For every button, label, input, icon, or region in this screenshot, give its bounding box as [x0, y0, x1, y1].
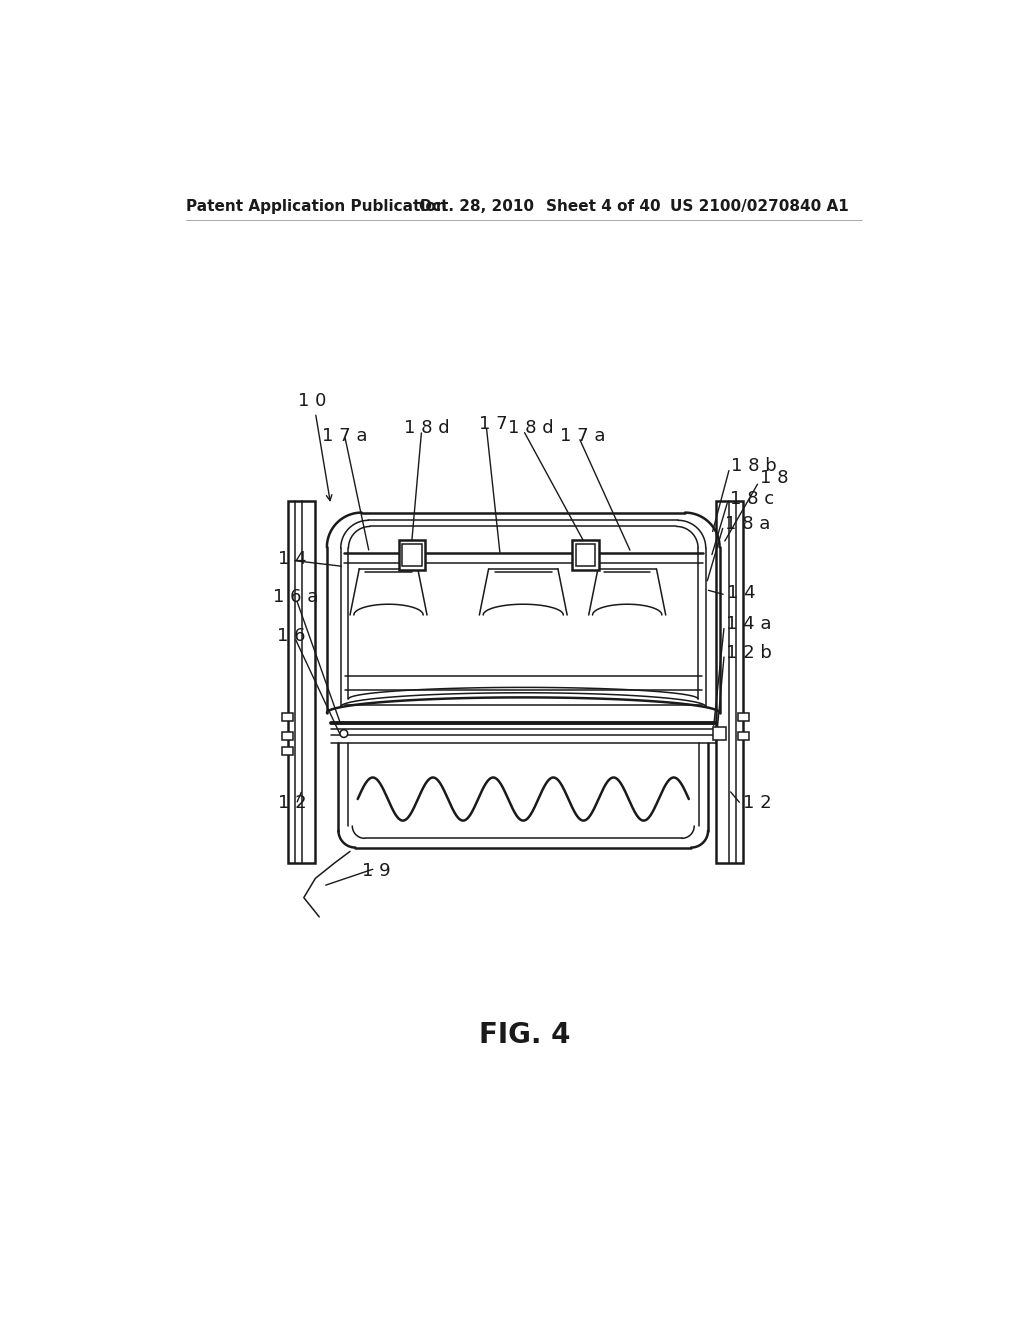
- Bar: [575, 544, 595, 566]
- Text: 1 8 b: 1 8 b: [731, 458, 777, 475]
- Bar: [402, 544, 422, 566]
- Text: US 2100/0270840 A1: US 2100/0270840 A1: [670, 198, 848, 214]
- Text: 1 8 d: 1 8 d: [403, 418, 450, 437]
- Text: 1 8 d: 1 8 d: [508, 418, 554, 437]
- Text: 1 2 b: 1 2 b: [726, 644, 772, 661]
- Text: 1 4: 1 4: [727, 585, 756, 602]
- Text: 1 2: 1 2: [742, 793, 771, 812]
- Bar: [738, 713, 749, 721]
- Bar: [571, 540, 599, 570]
- Text: Oct. 28, 2010: Oct. 28, 2010: [419, 198, 535, 214]
- Text: 1 9: 1 9: [361, 862, 390, 879]
- Text: 1 8 a: 1 8 a: [725, 515, 770, 533]
- Text: 1 8 c: 1 8 c: [730, 490, 774, 508]
- Text: 1 8: 1 8: [761, 469, 788, 487]
- Bar: [289, 502, 315, 863]
- Text: FIG. 4: FIG. 4: [479, 1020, 570, 1048]
- Text: 1 2: 1 2: [279, 793, 307, 812]
- Bar: [283, 713, 293, 721]
- Text: 1 7: 1 7: [478, 414, 507, 433]
- Text: 1 7 a: 1 7 a: [560, 426, 606, 445]
- Bar: [738, 733, 749, 739]
- Bar: [398, 540, 425, 570]
- Bar: [283, 747, 293, 755]
- Text: Sheet 4 of 40: Sheet 4 of 40: [547, 198, 660, 214]
- Text: 1 7 a: 1 7 a: [322, 426, 367, 445]
- Circle shape: [340, 730, 348, 738]
- Text: Patent Application Publication: Patent Application Publication: [186, 198, 446, 214]
- Bar: [283, 733, 293, 739]
- Text: 1 6: 1 6: [276, 627, 305, 644]
- Text: 1 4 a: 1 4 a: [726, 615, 771, 634]
- Text: 1 0: 1 0: [298, 392, 327, 411]
- Text: 1 6 a: 1 6 a: [273, 589, 318, 606]
- Text: 1 4: 1 4: [279, 550, 307, 568]
- Bar: [714, 727, 726, 739]
- Bar: [716, 502, 742, 863]
